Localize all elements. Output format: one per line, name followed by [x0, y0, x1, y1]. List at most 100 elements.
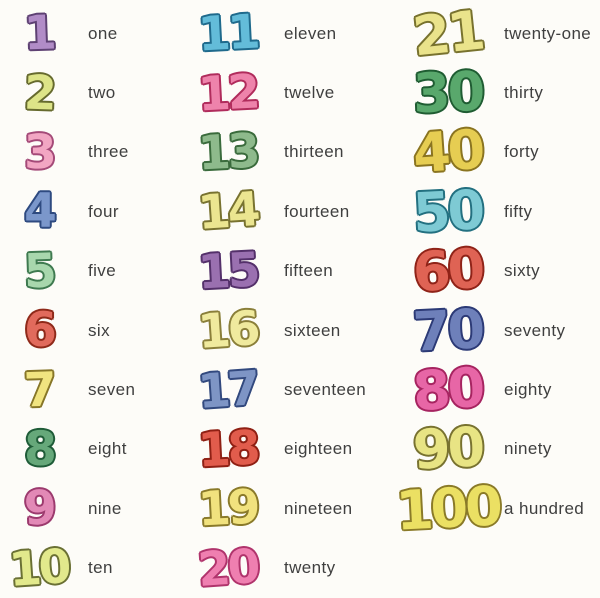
number-word: eight [88, 439, 127, 459]
number-figure-cell: 21 [400, 0, 496, 68]
number-row: 14 fourteen [192, 182, 400, 241]
number-word: three [88, 142, 129, 162]
number-figure: 13 [196, 123, 260, 182]
number-figure-cell: 50 [400, 178, 496, 245]
number-figure: 11 [196, 4, 260, 63]
number-figure: 100 [394, 474, 502, 543]
number-figure-cell: 70 [400, 296, 496, 364]
number-figure: 19 [196, 479, 260, 538]
number-figure: 3 [23, 124, 55, 181]
number-word: six [88, 320, 110, 340]
number-figure: 16 [196, 301, 260, 361]
number-figure: 90 [411, 415, 485, 483]
number-word: four [88, 201, 119, 221]
number-row: 4 four [0, 182, 192, 241]
number-row: 3 three [0, 123, 192, 182]
number-figure-cell: 11 [192, 4, 264, 63]
number-row: 2 two [0, 63, 192, 122]
number-figure: 10 [7, 538, 71, 598]
number-row: 19 nineteen [192, 479, 400, 538]
number-figure-cell: 5 [0, 243, 78, 300]
column-ones: 1 one 2 two 3 three 4 four 5 five 6 six 7 seven 8 eight… [0, 4, 192, 598]
number-figure: 60 [411, 236, 485, 305]
number-figure: 7 [23, 362, 55, 419]
number-figure: 20 [196, 538, 260, 598]
number-row: 100 a hundred [395, 474, 600, 542]
number-figure-cell: 16 [192, 301, 264, 361]
column-tens: 21 twenty-one 30 thirty 40 forty 50 fifty 60 sixt… [395, 0, 600, 598]
number-figure-cell: 4 [0, 188, 78, 235]
number-row: 8 eight [0, 420, 192, 479]
number-figure: 70 [411, 296, 485, 364]
number-figure: 30 [412, 59, 484, 126]
number-figure: 9 [23, 480, 55, 537]
number-figure: 17 [196, 360, 260, 420]
number-row: 40 forty [400, 118, 600, 186]
number-figure-cell: 8 [0, 426, 78, 473]
number-word: sixty [504, 261, 540, 281]
number-row: 7 seven [0, 360, 192, 419]
number-figure: 40 [411, 118, 485, 186]
number-figure: 21 [410, 0, 486, 69]
number-word: one [88, 23, 118, 43]
number-figure-cell: 10 [0, 538, 78, 598]
number-figure-cell: 100 [395, 474, 502, 542]
number-figure: 4 [24, 184, 57, 240]
number-word: a hundred [504, 498, 585, 518]
number-figure-cell: 60 [400, 236, 496, 305]
number-row: 70 seventy [400, 296, 600, 364]
number-figure-cell: 3 [0, 124, 78, 181]
number-figure-cell: 13 [192, 123, 264, 182]
number-word: seventeen [284, 380, 367, 400]
number-row: 16 sixteen [192, 301, 400, 360]
number-row: 11 eleven [192, 4, 400, 63]
number-figure: 15 [196, 242, 260, 301]
number-figure-cell: 19 [192, 479, 264, 538]
number-figure: 5 [23, 243, 55, 300]
number-row: 17 seventeen [192, 360, 400, 420]
number-row: 9 nine [0, 479, 192, 538]
number-row: 90 ninety [400, 415, 600, 483]
number-figure-cell: 14 [192, 182, 264, 242]
number-word: eighteen [284, 439, 353, 459]
number-word: twenty-one [504, 23, 592, 43]
number-figure-cell: 2 [0, 65, 78, 122]
number-figure: 2 [23, 65, 55, 122]
number-row: 12 twelve [192, 63, 400, 122]
number-word: ten [88, 558, 113, 578]
number-word: five [88, 261, 117, 281]
number-word: fourteen [284, 201, 350, 221]
number-figure-cell: 90 [400, 415, 496, 483]
number-row: 80 eighty [400, 356, 600, 424]
number-figure-cell: 9 [0, 480, 78, 537]
number-figure-cell: 6 [0, 307, 78, 354]
number-row: 30 thirty [400, 59, 600, 126]
number-row: 50 fifty [400, 178, 600, 245]
number-row: 10 ten [0, 539, 192, 598]
number-figure-cell: 20 [192, 538, 264, 598]
number-row: 21 twenty-one [400, 0, 600, 68]
number-word: ninety [504, 439, 552, 459]
number-word: fifty [504, 201, 533, 221]
number-word: seventy [504, 320, 566, 340]
number-row: 13 thirteen [192, 123, 400, 182]
number-word: seven [88, 380, 136, 400]
number-row: 60 sixty [400, 236, 600, 305]
number-row: 1 one [0, 4, 192, 63]
number-figure-cell: 12 [192, 64, 264, 123]
number-word: twelve [284, 83, 335, 103]
number-word: thirteen [284, 142, 344, 162]
number-figure: 1 [23, 5, 55, 62]
number-figure: 6 [24, 303, 57, 359]
number-figure-cell: 1 [0, 5, 78, 62]
number-figure: 12 [196, 64, 260, 123]
number-figure-cell: 18 [192, 420, 264, 478]
number-row: 20 twenty [192, 539, 400, 598]
number-word: fifteen [284, 261, 334, 281]
number-word: sixteen [284, 320, 341, 340]
number-figure-cell: 30 [400, 59, 496, 126]
number-figure: 14 [196, 182, 260, 242]
number-word: two [88, 83, 116, 103]
number-word: twenty [284, 558, 336, 578]
